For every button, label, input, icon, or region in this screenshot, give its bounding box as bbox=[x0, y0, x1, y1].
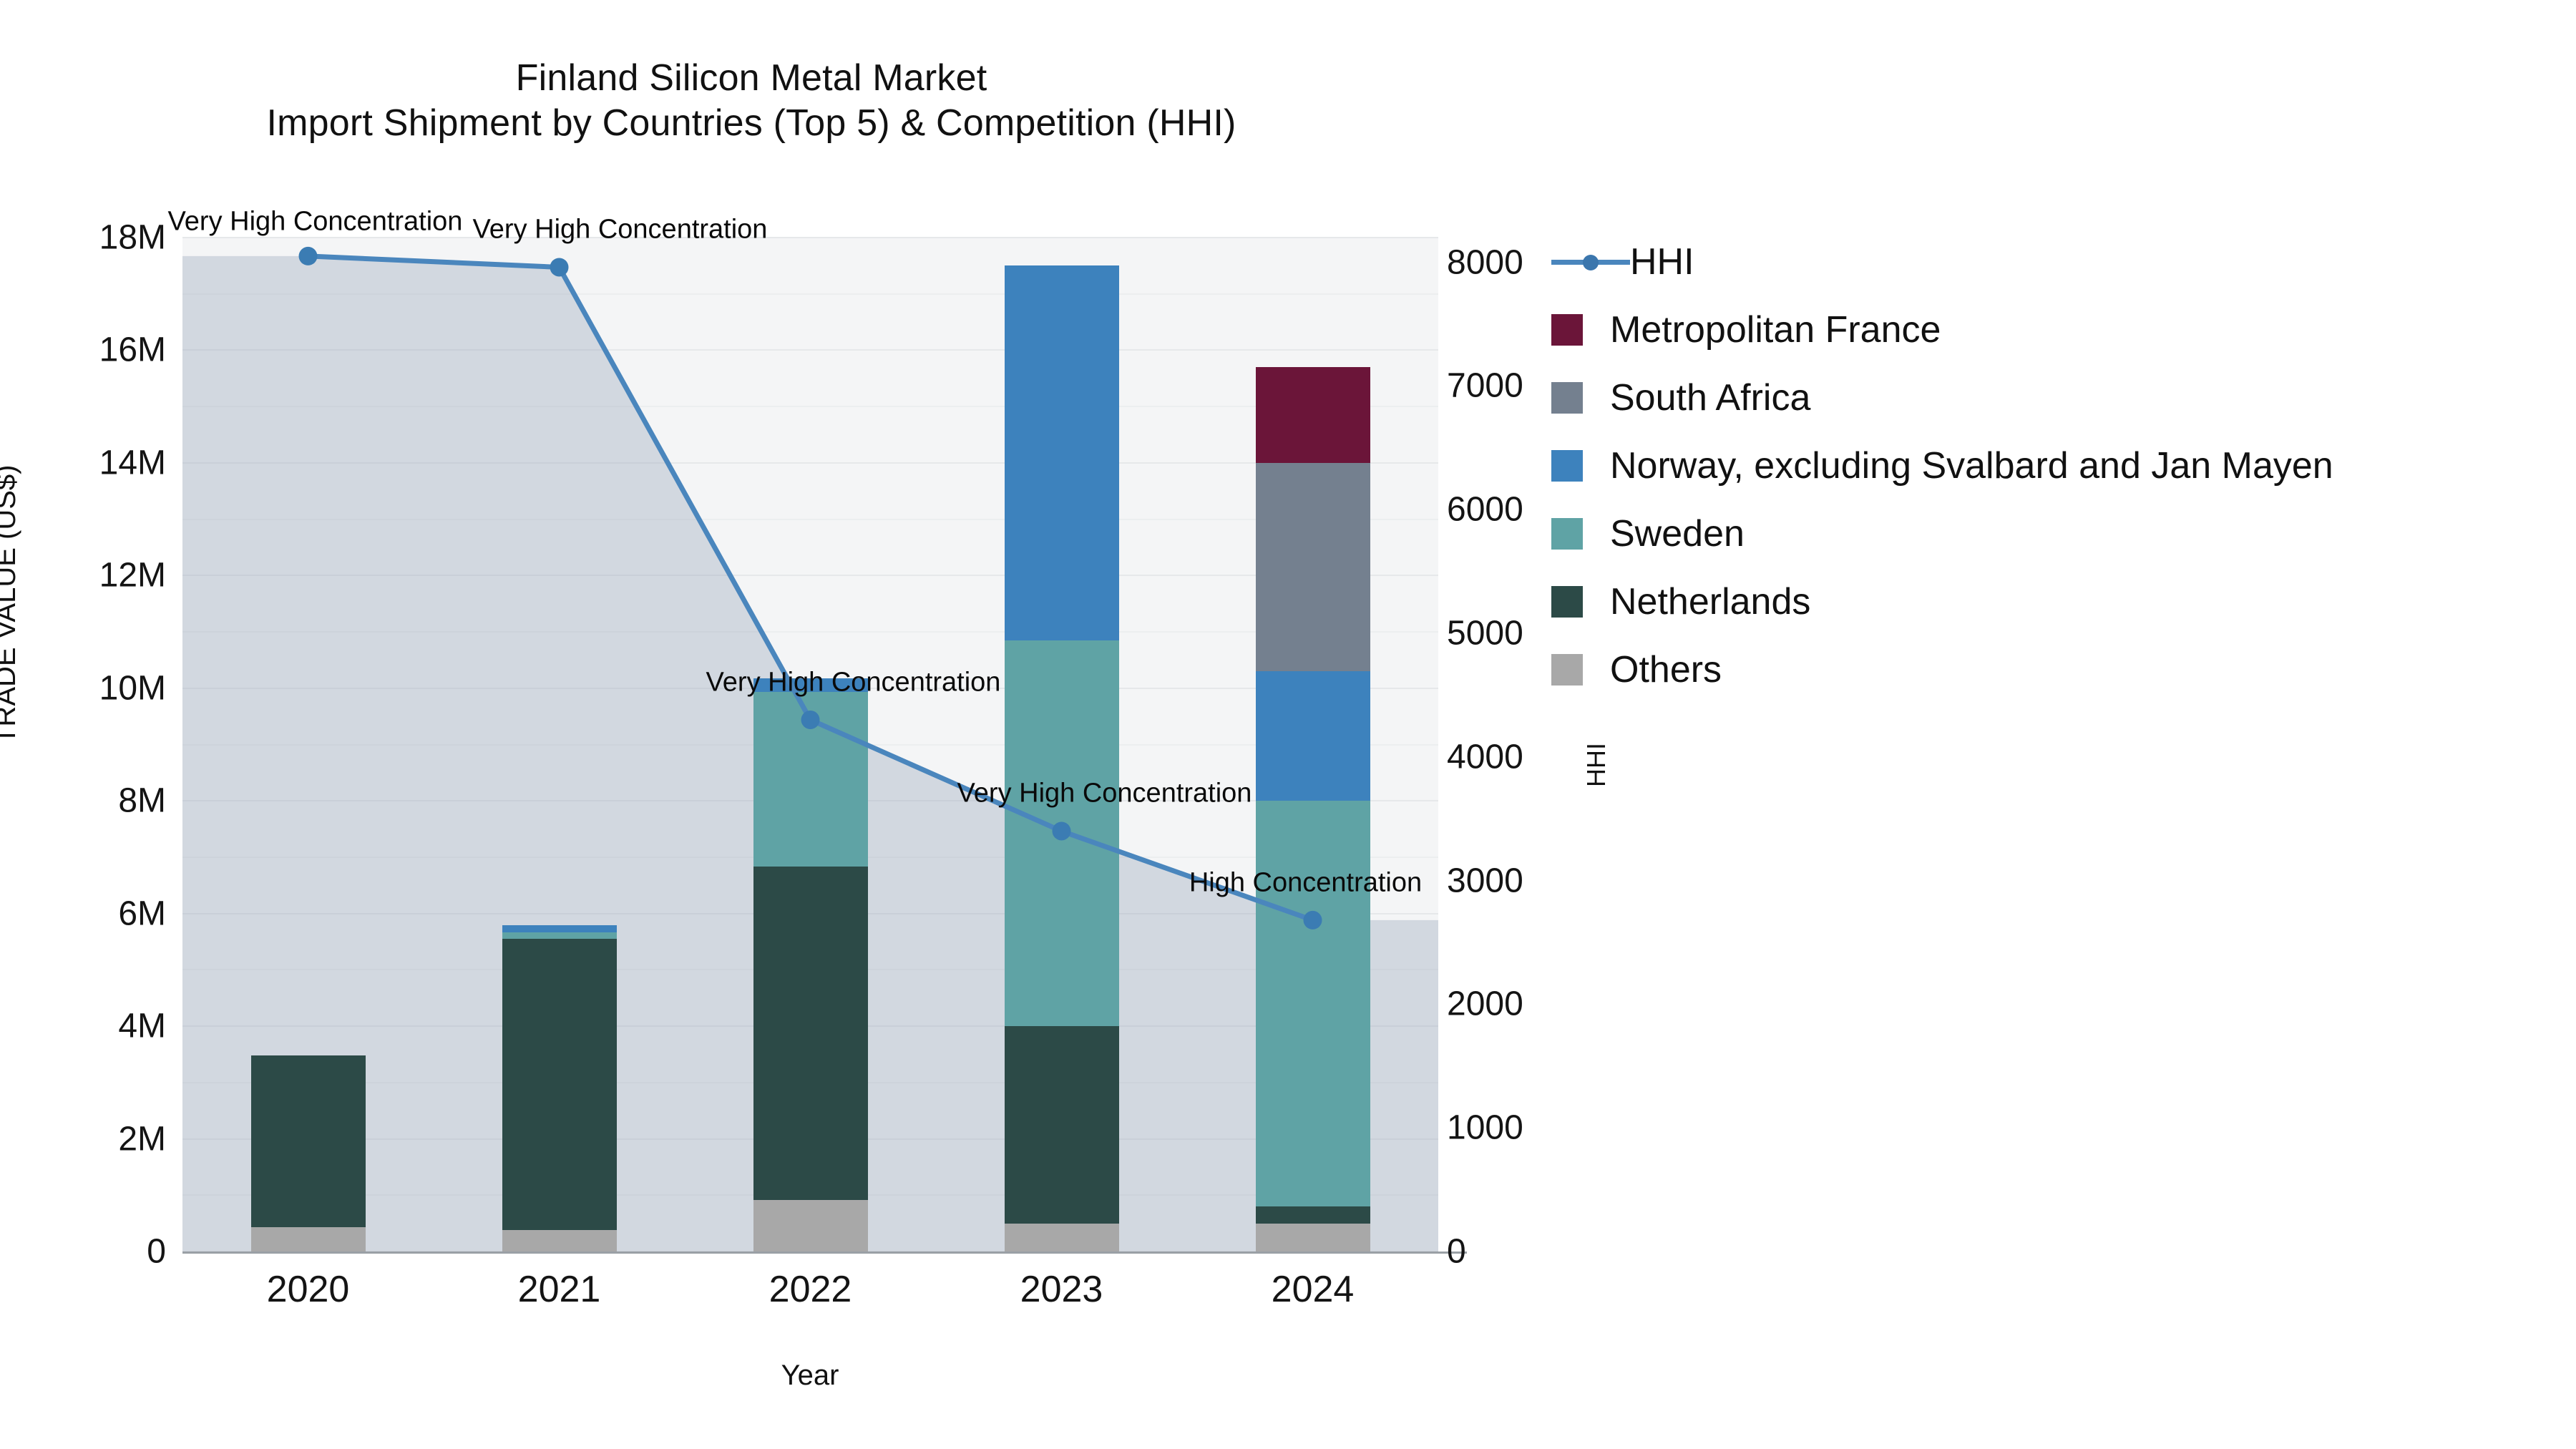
bar-segment[interactable] bbox=[250, 1227, 366, 1252]
legend-color-swatch-icon bbox=[1551, 517, 1583, 550]
gridline bbox=[182, 293, 1438, 295]
y-axis-left-tick: 8M bbox=[118, 781, 166, 820]
legend-item[interactable]: Norway, excluding Svalbard and Jan Mayen bbox=[1551, 431, 2553, 499]
y-axis-left-tick: 2M bbox=[118, 1120, 166, 1158]
y-axis-left-tick: 16M bbox=[99, 331, 166, 369]
bar-segment[interactable] bbox=[250, 1055, 366, 1228]
legend-item-label: Netherlands bbox=[1610, 580, 1811, 623]
y-axis-left-tick: 4M bbox=[118, 1007, 166, 1045]
legend-color-swatch-icon bbox=[1551, 449, 1583, 482]
y-axis-right-tick: 6000 bbox=[1447, 490, 1523, 529]
bar-segment[interactable] bbox=[1255, 1206, 1370, 1224]
legend-item[interactable]: Sweden bbox=[1551, 499, 2553, 567]
chart-title-line1: Finland Silicon Metal Market bbox=[515, 57, 987, 99]
bar-segment[interactable] bbox=[753, 678, 868, 693]
legend-item-label: HHI bbox=[1630, 240, 1694, 283]
bar-segment[interactable] bbox=[1255, 801, 1370, 1207]
concentration-annotation: Very High Concentration bbox=[472, 214, 768, 245]
legend-item-label: Others bbox=[1610, 648, 1722, 691]
chart-title-line2: Import Shipment by Countries (Top 5) & C… bbox=[266, 102, 1236, 145]
hhi-line bbox=[298, 246, 1322, 930]
bar-segment[interactable] bbox=[502, 939, 617, 1231]
bar-segment[interactable] bbox=[502, 932, 617, 940]
x-axis-line bbox=[182, 1252, 1442, 1254]
y-axis-left-tick: 12M bbox=[99, 556, 166, 595]
legend-color-swatch-icon bbox=[1551, 585, 1583, 618]
legend-item-label: Sweden bbox=[1610, 512, 1745, 555]
gridline bbox=[182, 349, 1438, 351]
bar-segment[interactable] bbox=[753, 867, 868, 1200]
x-axis-tick: 2020 bbox=[266, 1269, 350, 1310]
bar-segment[interactable] bbox=[1255, 462, 1370, 672]
x-axis-tick: 2023 bbox=[1020, 1269, 1103, 1310]
plot-area bbox=[182, 237, 1438, 1252]
y-axis-right-tick: 1000 bbox=[1447, 1108, 1523, 1147]
y-axis-right-tick: 0 bbox=[1447, 1232, 1466, 1271]
x-axis-tick: 2022 bbox=[769, 1269, 852, 1310]
legend-item[interactable]: Netherlands bbox=[1551, 567, 2553, 635]
legend-color-swatch-icon bbox=[1551, 653, 1583, 686]
legend-item[interactable]: Others bbox=[1551, 635, 2553, 703]
gridline bbox=[182, 631, 1438, 633]
legend: HHI Metropolitan France South Africa Norway… bbox=[1551, 228, 2553, 703]
hhi-marker[interactable] bbox=[1303, 910, 1322, 930]
hhi-polyline bbox=[308, 253, 1314, 923]
y-axis-right-label: HHI bbox=[1581, 743, 1611, 787]
gridline bbox=[182, 575, 1438, 577]
concentration-annotation: Very High Concentration bbox=[167, 206, 463, 237]
x-axis-tick: 2024 bbox=[1271, 1269, 1355, 1310]
bar-segment[interactable] bbox=[1004, 265, 1119, 640]
bar-segment[interactable] bbox=[502, 1230, 617, 1252]
y-axis-left-tick: 6M bbox=[118, 894, 166, 933]
x-axis-line-right-stub bbox=[1438, 1252, 1467, 1254]
gridline bbox=[182, 462, 1438, 464]
gridline bbox=[182, 518, 1438, 520]
legend-item[interactable]: Metropolitan France bbox=[1551, 296, 2553, 364]
y-axis-left-tick: 10M bbox=[99, 669, 166, 708]
legend-item[interactable]: HHI bbox=[1551, 228, 2553, 296]
bar-segment[interactable] bbox=[1004, 1223, 1119, 1252]
y-axis-left-label: TRADE VALUE (US$) bbox=[0, 464, 21, 744]
legend-color-swatch-icon bbox=[1551, 313, 1583, 346]
y-axis-right-tick: 5000 bbox=[1447, 614, 1523, 653]
bar-segment[interactable] bbox=[753, 1199, 868, 1252]
bar-segment[interactable] bbox=[1255, 1223, 1370, 1252]
legend-item-label: South Africa bbox=[1610, 376, 1811, 419]
bar-segment[interactable] bbox=[502, 925, 617, 933]
legend-line-swatch-icon bbox=[1551, 246, 1630, 278]
y-axis-right-tick: 2000 bbox=[1447, 985, 1523, 1023]
legend-item-label: Norway, excluding Svalbard and Jan Mayen bbox=[1610, 444, 2333, 487]
hhi-marker[interactable] bbox=[801, 710, 820, 729]
hhi-marker[interactable] bbox=[550, 258, 569, 277]
legend-color-swatch-icon bbox=[1551, 381, 1583, 414]
legend-item[interactable]: South Africa bbox=[1551, 364, 2553, 431]
concentration-annotation: Very High Concentration bbox=[957, 778, 1252, 809]
y-axis-left-tick: 0 bbox=[147, 1232, 166, 1271]
y-axis-left-tick: 14M bbox=[99, 444, 166, 482]
x-axis-label: Year bbox=[781, 1360, 839, 1391]
y-axis-right-tick: 4000 bbox=[1447, 738, 1523, 776]
hhi-marker[interactable] bbox=[1052, 821, 1071, 841]
gridline bbox=[182, 406, 1438, 408]
bar-segment[interactable] bbox=[1255, 367, 1370, 463]
y-axis-right-tick: 3000 bbox=[1447, 862, 1523, 900]
y-axis-right-tick: 7000 bbox=[1447, 366, 1523, 405]
concentration-annotation: High Concentration bbox=[1189, 867, 1423, 898]
legend-item-label: Metropolitan France bbox=[1610, 308, 1941, 351]
bar-segment[interactable] bbox=[1004, 1026, 1119, 1224]
bar-segment[interactable] bbox=[1255, 671, 1370, 801]
gridline bbox=[182, 237, 1438, 238]
chart-title: Finland Silicon Metal Market Import Ship… bbox=[0, 56, 1503, 147]
concentration-annotation: Very High Concentration bbox=[706, 667, 1001, 698]
y-axis-left-tick: 18M bbox=[99, 218, 166, 257]
y-axis-right-tick: 8000 bbox=[1447, 243, 1523, 282]
x-axis-tick: 2021 bbox=[517, 1269, 601, 1310]
hhi-marker[interactable] bbox=[298, 246, 318, 265]
